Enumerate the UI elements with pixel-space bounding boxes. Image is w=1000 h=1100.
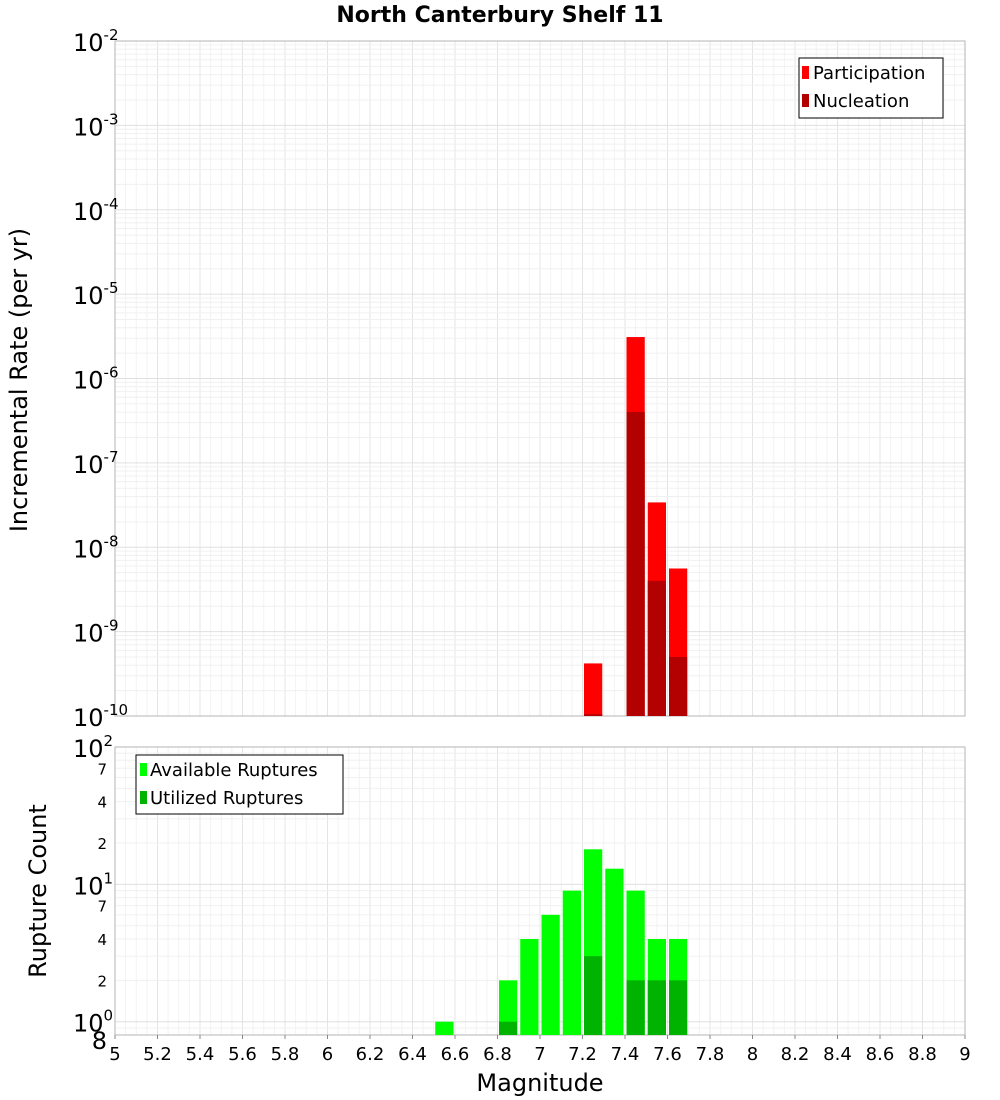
legend-label-utilized-ruptures: Utilized Ruptures <box>150 788 303 809</box>
bottom-y-minor-tick-label: 4 <box>97 794 107 812</box>
top-legend: Participation Nucleation <box>798 57 944 119</box>
x-tick-label: 8.6 <box>866 1044 895 1065</box>
top-plot-grid <box>114 41 966 717</box>
legend-swatch-participation <box>802 66 809 79</box>
top-y-tick-label: 10-7 <box>73 448 119 479</box>
x-tick-label: 8.8 <box>908 1044 937 1065</box>
bottom-y-tick-label: 101 <box>73 869 113 900</box>
x-tick-label: 8 <box>747 1044 758 1065</box>
top-y-tick-label: 10-9 <box>73 617 119 648</box>
x-tick-label: 5.8 <box>271 1044 300 1065</box>
bottom-bar-outer <box>435 1021 454 1035</box>
bottom-y-minor-tick-label: 7 <box>97 760 107 778</box>
top-y-tick-label: 10-3 <box>73 110 119 141</box>
x-tick-label: 6.6 <box>441 1044 470 1065</box>
x-tick-label: 6.2 <box>356 1044 385 1065</box>
x-tick-label: 5.2 <box>143 1044 172 1065</box>
top-legend-box <box>798 57 944 119</box>
bottom-y-minor-tick-label: 4 <box>97 931 107 949</box>
top-y-tick-label: 10-5 <box>73 279 119 310</box>
legend-swatch-available-ruptures <box>140 763 147 776</box>
bottom-y-tick-label: 102 <box>73 732 113 763</box>
bottom-bar-outer <box>520 939 539 1035</box>
bottom-bar-outer <box>499 980 518 1035</box>
top-bar-inner <box>669 657 688 716</box>
bottom-y-tick-labels: 100 101 102 8 2 4 7 2 4 7 <box>73 732 113 1055</box>
x-tick-labels: 5 5.2 5.4 5.6 5.8 6 6.2 6.4 6.6 6.8 7 7.2 7.4 7.6 7.8 8… <box>109 1035 971 1065</box>
top-plot-bars <box>584 337 688 716</box>
x-tick-label: 7.4 <box>611 1044 640 1065</box>
bottom-bar-outer <box>605 868 624 1035</box>
bottom-y-minor-tick-label: 2 <box>97 835 107 853</box>
x-tick-label: 8.2 <box>781 1044 810 1065</box>
x-tick-label: 5 <box>109 1044 120 1065</box>
top-y-axis-label: Incremental Rate (per yr) <box>5 228 33 532</box>
bottom-y-minor-tick-label: 2 <box>97 972 107 990</box>
bottom-bar-inner <box>584 956 603 1035</box>
x-tick-label: 5.4 <box>186 1044 215 1065</box>
top-plot-frame <box>114 40 966 717</box>
x-tick-label: 6.4 <box>398 1044 427 1065</box>
bottom-y-tick-label: 100 <box>73 1007 113 1038</box>
top-bar-outer <box>584 663 603 716</box>
bottom-legend: Available Ruptures Utilized Ruptures <box>135 754 344 815</box>
bottom-bar-inner <box>626 980 645 1035</box>
bottom-bar-outer <box>562 890 581 1035</box>
x-tick-label: 5.6 <box>228 1044 257 1065</box>
top-bar-inner <box>584 714 603 716</box>
x-tick-label: 7 <box>534 1044 545 1065</box>
bottom-bar-outer <box>541 914 560 1035</box>
legend-label-nucleation: Nucleation <box>813 91 909 112</box>
bottom-y-minor-tick-label: 7 <box>97 898 107 916</box>
x-tick-label: 7.8 <box>696 1044 725 1065</box>
bottom-bar-inner <box>669 980 688 1035</box>
bottom-y-axis-label: Rupture Count <box>24 804 52 978</box>
top-y-tick-label: 10-10 <box>73 701 128 732</box>
x-tick-label: 9 <box>959 1044 970 1065</box>
x-tick-label: 7.2 <box>568 1044 597 1065</box>
x-tick-label: 6.8 <box>483 1044 512 1065</box>
legend-swatch-utilized-ruptures <box>140 791 147 804</box>
bottom-y-minor-tick-label: 8 <box>92 1027 107 1055</box>
bottom-bar-inner <box>647 980 666 1035</box>
x-tick-label: 7.6 <box>653 1044 682 1065</box>
top-y-tick-labels: 10-10 10-9 10-8 10-7 10-6 10-5 10-4 10-3 10-2 <box>73 26 128 732</box>
legend-swatch-nucleation <box>802 94 809 107</box>
top-y-tick-label: 10-2 <box>73 26 119 57</box>
top-y-tick-label: 10-4 <box>73 195 119 226</box>
legend-label-participation: Participation <box>813 63 925 84</box>
bottom-legend-box <box>135 754 344 815</box>
x-tick-label: 6 <box>322 1044 333 1065</box>
chart-title: North Canterbury Shelf 11 <box>336 3 663 28</box>
x-tick-label: 8.4 <box>823 1044 852 1065</box>
bottom-plot-bars <box>435 849 688 1035</box>
top-y-tick-label: 10-6 <box>73 364 119 395</box>
x-axis-label: Magnitude <box>476 1069 603 1097</box>
top-bar-inner <box>647 580 666 716</box>
legend-label-available-ruptures: Available Ruptures <box>150 760 318 781</box>
top-bar-inner <box>626 412 645 716</box>
top-y-tick-label: 10-8 <box>73 532 119 563</box>
bottom-bar-inner <box>499 1021 518 1035</box>
